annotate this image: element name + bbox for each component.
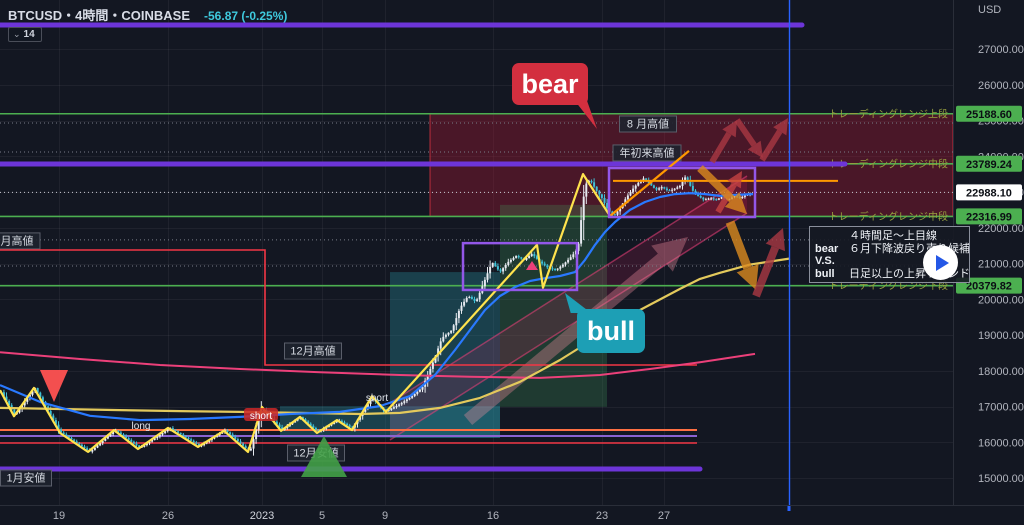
svg-text:23789.24: 23789.24: [966, 159, 1013, 171]
level-label[interactable]: 年初来高値: [612, 144, 682, 162]
svg-text:16: 16: [487, 510, 499, 522]
svg-text:22988.10: 22988.10: [966, 187, 1012, 199]
svg-text:19: 19: [53, 510, 65, 522]
chevron-down-icon: ⌄: [13, 29, 21, 39]
svg-text:17000.00: 17000.00: [978, 402, 1024, 414]
svg-text:23: 23: [596, 510, 608, 522]
level-label[interactable]: 8 月高値: [619, 115, 677, 133]
bear-label: bear: [521, 68, 579, 99]
svg-text:19000.00: 19000.00: [978, 330, 1024, 342]
svg-text:22316.99: 22316.99: [966, 211, 1012, 223]
svg-text:18000.00: 18000.00: [978, 366, 1024, 378]
price-badge: 22316.99: [956, 208, 1022, 225]
time-axis: 19 26 2023 5 9 16 23 27: [0, 505, 1024, 525]
indicator-value: 14: [23, 29, 35, 40]
zigzag-indicator: [0, 150, 690, 453]
svg-text:12月高値: 12月高値: [290, 344, 335, 358]
price-badge: 20379.82: [956, 277, 1022, 294]
bear-annotation[interactable]: bear: [512, 63, 588, 105]
purple-rays: 1月安値: [0, 22, 848, 487]
price-axis: USD27000.0026000.0025000.0024000.0023000…: [953, 0, 1024, 505]
svg-text:25188.60: 25188.60: [966, 109, 1012, 121]
play-icon: [936, 254, 949, 271]
consolidation-box-1: [461, 241, 579, 292]
svg-text:トレーディングレンジ中段: トレーディングレンジ中段: [829, 157, 948, 170]
price-badge: 22988.10: [956, 184, 1022, 201]
consolidation-box-2: [607, 166, 757, 219]
price-levels: トレーディングレンジ上段トレーディングレンジ中段トレーディングレンジ中段トレーデ…: [0, 107, 953, 292]
svg-text:26: 26: [162, 510, 174, 522]
play-button[interactable]: [923, 245, 958, 280]
svg-text:2023: 2023: [250, 510, 274, 522]
svg-text:1月安値: 1月安値: [6, 471, 45, 485]
svg-text:月高値: 月高値: [1, 233, 34, 247]
trend-arrows: [697, 118, 788, 298]
price-badge: 23789.24: [956, 155, 1022, 172]
svg-text:16000.00: 16000.00: [978, 437, 1024, 449]
blue-fast-ma: [0, 192, 754, 422]
yellow-slow-ma: [0, 257, 791, 416]
small-pink-marker: [526, 261, 538, 270]
svg-text:26000.00: 26000.00: [978, 80, 1024, 92]
svg-text:long: long: [132, 421, 151, 432]
teal-zone-tall: [390, 272, 500, 438]
svg-text:short: short: [366, 393, 388, 404]
svg-text:20000.00: 20000.00: [978, 294, 1024, 306]
svg-text:21000.00: 21000.00: [978, 259, 1024, 271]
symbol-title[interactable]: BTCUSD・4時間・COINBASE: [8, 8, 191, 23]
buy-marker: [301, 436, 347, 477]
svg-text:USD: USD: [978, 4, 1001, 16]
price-badge: 25188.60: [956, 105, 1022, 122]
svg-text:15000.00: 15000.00: [978, 473, 1024, 485]
svg-text:8 月高値: 8 月高値: [627, 117, 669, 131]
note-line: ４時間足〜上目線: [849, 230, 937, 242]
level-label[interactable]: 12月高値: [284, 342, 342, 360]
december-high-line: 12月高値: [0, 249, 697, 366]
green-zone: [500, 204, 607, 407]
sell-marker: [40, 370, 68, 402]
level-label[interactable]: 月高値: [0, 232, 41, 250]
svg-text:トレーディングレンジ中段: トレーディングレンジ中段: [829, 210, 948, 223]
markers: long short short: [40, 261, 538, 477]
svg-text:27000.00: 27000.00: [978, 44, 1024, 56]
svg-text:short: short: [250, 411, 272, 422]
svg-text:27: 27: [658, 510, 670, 522]
svg-text:9: 9: [382, 510, 388, 522]
indicator-chip[interactable]: ⌄ 14: [8, 27, 42, 42]
svg-text:5: 5: [319, 510, 325, 522]
chart-legend[interactable]: BTCUSD・4時間・COINBASE -56.87 (-0.25%): [8, 5, 287, 25]
bull-annotation[interactable]: bull: [577, 309, 645, 353]
svg-text:年初来高値: 年初来高値: [620, 145, 675, 159]
level-label[interactable]: 1月安値: [0, 469, 52, 487]
price-change: -56.87 (-0.25%): [204, 9, 288, 23]
consolidation-box-1[interactable]: [461, 241, 579, 292]
svg-text:22000.00: 22000.00: [978, 223, 1024, 235]
svg-text:20379.82: 20379.82: [966, 281, 1012, 293]
consolidation-box-2[interactable]: [607, 166, 757, 219]
svg-text:トレーディングレンジ上段: トレーディングレンジ上段: [829, 107, 948, 120]
bull-label: bull: [587, 315, 635, 346]
note-line: V.S.: [815, 255, 835, 267]
